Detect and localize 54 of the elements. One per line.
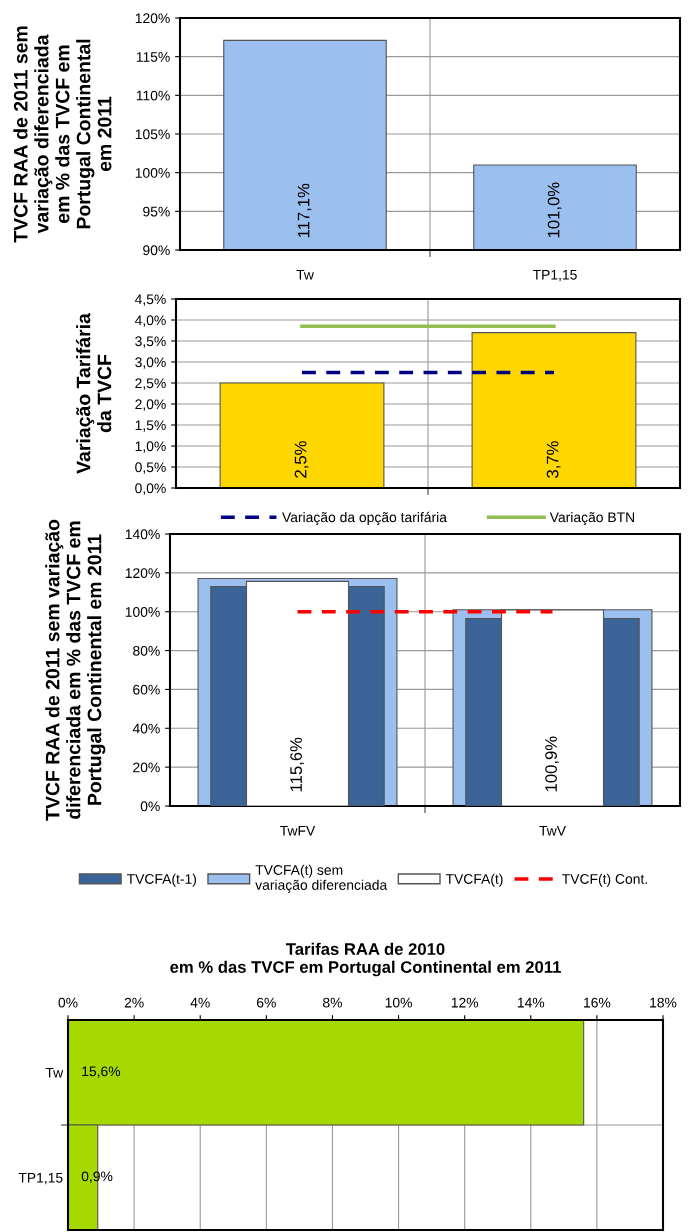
y-tick-label: 2,0% — [135, 399, 166, 411]
y-tick-label: 60% — [133, 684, 160, 695]
data-label: 117,1% — [297, 183, 312, 238]
y-tick-label: 100% — [135, 168, 170, 178]
y-axis-title: Variação Tarifária da TVCF — [75, 313, 112, 474]
y-tick-label: 100% — [125, 607, 160, 617]
y-tick-label: 140% — [125, 529, 160, 540]
x-tick-label: 10% — [385, 997, 412, 1008]
data-label: 100,9% — [545, 736, 559, 792]
y-tick-label: 110% — [136, 90, 170, 101]
y-tick-label: 90% — [143, 245, 170, 256]
y-axis-title: TVCF RAA de 2011 sem variação diferenciada em % das TVCF em Portugal Continental em 2011 — [13, 26, 112, 243]
legend-label: TVCFA(t-1) — [126, 873, 197, 887]
legend-label: Variação da opção tarifária — [282, 511, 447, 526]
data-label: 15,6% — [82, 1066, 121, 1078]
y-tick-label: 95% — [143, 206, 170, 217]
x-tick-label: 18% — [650, 997, 677, 1008]
y-tick-label: 0,0% — [135, 483, 166, 495]
y-tick-label: 0% — [140, 801, 160, 812]
legend-label: TVCFA(t) — [445, 873, 503, 887]
legend-label: TVCFA(t) sem variação diferenciada — [255, 864, 388, 893]
x-tick-label: 4% — [190, 997, 210, 1008]
y-tick-label: 2,5% — [135, 378, 166, 390]
x-tick-label: 2% — [124, 997, 144, 1008]
x-tick-label: 0% — [58, 997, 78, 1008]
data-label: 3,7% — [546, 441, 561, 478]
y-tick-label: 3,0% — [135, 357, 166, 369]
y-tick-label: 105% — [135, 129, 170, 140]
y-tick-label: 0,5% — [135, 462, 166, 474]
legend-label: TVCF(t) Cont. — [562, 873, 647, 887]
x-tick-label: TwFV — [280, 825, 316, 836]
data-label: 115,6% — [290, 737, 304, 792]
y-axis-title: TVCF RAA de 2011 sem variação diferenciada em % das TVCF em Portugal Continental em 2011 — [45, 519, 106, 821]
x-tick-label: 16% — [584, 997, 611, 1008]
y-tick-label: 80% — [133, 645, 160, 656]
x-tick-label: 8% — [323, 997, 342, 1008]
y-tick-label: 115% — [136, 52, 170, 62]
y-tick-label: 4,0% — [134, 315, 166, 327]
data-label: 101,0% — [547, 182, 562, 238]
x-tick-label: 12% — [451, 997, 479, 1008]
y-tick-label: 40% — [132, 723, 160, 734]
x-tick-label: 14% — [517, 997, 545, 1008]
y-tick-label: 120% — [135, 13, 170, 24]
y-tick-label: 1,5% — [135, 420, 166, 432]
y-tick-label: 3,5% — [135, 336, 166, 348]
chart-title: Tarifas RAA de 2010 em % das TVCF em Portugal Continental em 2011 — [170, 942, 561, 977]
y-tick-label: 4,5% — [134, 294, 166, 306]
y-tick-label: 1,0% — [135, 441, 166, 453]
x-tick-label: 6% — [257, 997, 276, 1008]
y-tick-label: 20% — [133, 762, 160, 773]
x-tick-label: TwV — [539, 825, 566, 836]
y-tick-label: 120% — [125, 568, 160, 579]
legend-label: Variação BTN — [549, 512, 635, 526]
data-label: 2,5% — [294, 441, 309, 478]
